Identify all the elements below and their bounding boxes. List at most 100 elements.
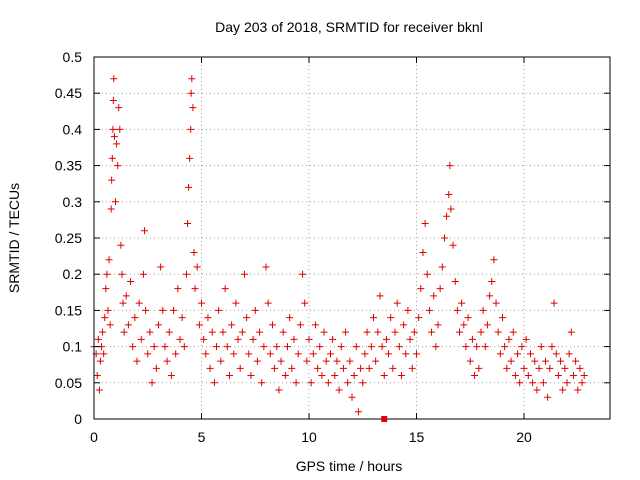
- data-point: [146, 328, 154, 336]
- data-point: [241, 270, 248, 278]
- data-point: [118, 270, 126, 278]
- data-point: [109, 125, 117, 133]
- data-point: [397, 372, 405, 380]
- data-point: [475, 364, 483, 372]
- data-point: [277, 357, 285, 365]
- y-tick-label: 0.05: [55, 375, 82, 391]
- data-point: [402, 350, 410, 358]
- data-point: [537, 343, 545, 351]
- data-point: [365, 364, 373, 372]
- data-point: [116, 125, 124, 133]
- data-point: [406, 335, 414, 343]
- data-point: [460, 321, 468, 329]
- data-point: [292, 379, 300, 387]
- data-point: [148, 379, 156, 387]
- y-tick-label: 0.2: [63, 266, 83, 282]
- data-point: [99, 328, 107, 336]
- data-point: [449, 241, 457, 249]
- data-point: [161, 343, 169, 351]
- data-point: [417, 285, 425, 293]
- data-point: [236, 364, 244, 372]
- data-point: [163, 357, 171, 365]
- data-point: [204, 314, 212, 322]
- x-axis-label: GPS time / hours: [296, 458, 403, 474]
- y-tick-label: 0.45: [55, 85, 82, 101]
- data-point: [464, 314, 472, 322]
- data-point: [518, 343, 526, 351]
- x-tick-label: 5: [198, 429, 206, 445]
- data-point: [554, 372, 562, 380]
- data-point: [223, 343, 231, 351]
- data-point: [372, 357, 380, 365]
- data-point: [535, 364, 543, 372]
- data-point: [552, 350, 560, 358]
- data-point: [249, 335, 257, 343]
- data-point: [117, 241, 125, 249]
- data-point: [546, 364, 554, 372]
- data-point: [357, 364, 365, 372]
- data-point: [262, 263, 270, 271]
- data-point: [127, 277, 135, 285]
- data-point: [520, 364, 528, 372]
- data-point: [221, 285, 229, 293]
- data-point: [440, 234, 448, 242]
- data-point: [258, 379, 266, 387]
- data-point: [578, 379, 586, 387]
- data-point: [95, 386, 103, 394]
- y-tick-label: 0.1: [63, 339, 83, 355]
- data-point: [569, 372, 577, 380]
- data-point: [200, 335, 208, 343]
- data-point: [488, 277, 496, 285]
- data-point: [247, 372, 255, 380]
- data-point: [574, 386, 582, 394]
- data-point: [275, 386, 283, 394]
- data-point: [524, 372, 532, 380]
- data-point: [393, 299, 401, 307]
- data-point: [350, 372, 358, 380]
- data-point: [447, 205, 455, 213]
- data-point: [339, 364, 347, 372]
- data-point: [94, 335, 102, 343]
- data-point: [113, 140, 121, 148]
- data-point: [309, 350, 317, 358]
- data-point: [395, 343, 403, 351]
- data-point: [378, 343, 386, 351]
- data-point: [327, 350, 334, 358]
- data-point: [299, 270, 307, 278]
- data-point: [563, 379, 571, 387]
- data-point: [324, 379, 332, 387]
- data-point: [526, 350, 534, 358]
- data-point: [185, 183, 193, 191]
- y-tick-label: 0.5: [63, 49, 83, 65]
- data-point: [421, 220, 429, 228]
- data-point: [189, 104, 197, 112]
- data-point: [307, 379, 315, 387]
- data-point: [479, 306, 487, 314]
- data-point: [445, 191, 453, 199]
- data-point: [322, 357, 330, 365]
- data-point: [303, 357, 311, 365]
- data-point: [188, 75, 196, 83]
- data-point: [112, 198, 119, 206]
- data-point: [438, 263, 446, 271]
- data-point: [490, 256, 498, 264]
- data-point: [370, 314, 377, 322]
- data-point: [296, 321, 304, 329]
- data-point: [251, 306, 259, 314]
- data-point: [503, 364, 511, 372]
- data-point: [105, 256, 113, 264]
- chart-grid: [94, 57, 610, 419]
- data-point: [245, 350, 253, 358]
- data-point: [342, 328, 350, 336]
- data-point: [507, 357, 515, 365]
- data-point: [217, 357, 225, 365]
- y-tick-label: 0.3: [63, 194, 83, 210]
- data-point: [557, 357, 565, 365]
- data-point: [107, 205, 115, 213]
- data-point: [284, 343, 291, 351]
- data-point: [331, 372, 339, 380]
- data-point: [486, 292, 494, 300]
- data-point: [542, 357, 549, 365]
- data-point: [288, 364, 296, 372]
- data-point: [124, 321, 132, 329]
